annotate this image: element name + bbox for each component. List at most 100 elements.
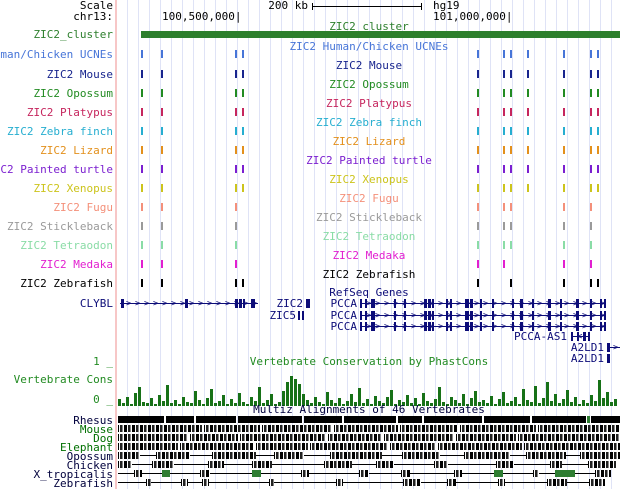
alignment-block[interactable] bbox=[202, 479, 209, 486]
multiz-alignment-row[interactable] bbox=[0, 461, 620, 468]
alignment-gap-line[interactable] bbox=[410, 473, 454, 474]
alignment-block[interactable] bbox=[376, 461, 394, 468]
conserved-element-tick[interactable] bbox=[563, 203, 565, 211]
track-left-label[interactable]: ZIC2 Platypus bbox=[26, 106, 113, 119]
conserved-element-tick[interactable] bbox=[161, 279, 163, 287]
multiz-alignment-row[interactable] bbox=[0, 425, 620, 432]
alignment-gap-line[interactable] bbox=[352, 464, 376, 465]
alignment-gap-line[interactable] bbox=[309, 473, 359, 474]
gene-exon-block[interactable] bbox=[607, 343, 610, 352]
alignment-block[interactable] bbox=[152, 461, 174, 468]
gene-exon-block[interactable] bbox=[424, 299, 427, 308]
track-left-label[interactable]: ZIC2 Fugu bbox=[53, 201, 113, 214]
gene-exon-block[interactable] bbox=[576, 322, 579, 331]
gene-exon-block[interactable] bbox=[548, 299, 551, 308]
alignment-gap-line[interactable] bbox=[369, 473, 401, 474]
conserved-element-tick[interactable] bbox=[527, 146, 529, 154]
gene-exon-block[interactable] bbox=[365, 311, 367, 320]
conserved-element-tick[interactable] bbox=[563, 260, 565, 268]
alignment-block[interactable] bbox=[118, 416, 164, 423]
gene-exon-block[interactable] bbox=[371, 322, 375, 331]
alignment-gap-line[interactable] bbox=[575, 473, 595, 474]
alignment-gap-line[interactable] bbox=[132, 464, 152, 465]
alignment-block[interactable] bbox=[118, 443, 178, 450]
alignment-block[interactable] bbox=[196, 416, 236, 423]
multiz-species-label[interactable]: Elephant bbox=[60, 441, 113, 454]
gene-exon-block[interactable] bbox=[607, 354, 610, 363]
conserved-element-tick[interactable] bbox=[235, 241, 237, 249]
conserved-element-tick[interactable] bbox=[161, 165, 163, 173]
multiz-species-label[interactable]: Mouse bbox=[79, 423, 113, 436]
gene-exon-block[interactable] bbox=[360, 311, 362, 320]
gene-exon-block[interactable] bbox=[548, 311, 551, 320]
gene-exon-block[interactable] bbox=[465, 311, 469, 320]
alignment-block[interactable] bbox=[212, 452, 256, 459]
conserved-element-tick[interactable] bbox=[527, 89, 529, 97]
gene-exon-block[interactable] bbox=[446, 322, 448, 331]
multiz-alignment-row[interactable] bbox=[0, 452, 620, 459]
conserved-element-tick[interactable] bbox=[527, 70, 529, 78]
alignment-block[interactable] bbox=[390, 443, 436, 450]
conserved-element-tick[interactable] bbox=[141, 222, 143, 230]
conserved-element-tick[interactable] bbox=[242, 70, 244, 78]
alignment-gap-line[interactable] bbox=[210, 473, 252, 474]
conserved-element-tick[interactable] bbox=[161, 70, 163, 78]
conserved-element-tick[interactable] bbox=[510, 108, 512, 116]
alignment-gap-line[interactable] bbox=[567, 482, 589, 483]
conserved-element-tick[interactable] bbox=[141, 146, 143, 154]
conserved-element-tick[interactable] bbox=[477, 50, 479, 58]
gene-exon-block[interactable] bbox=[600, 322, 602, 331]
alignment-block[interactable] bbox=[181, 479, 188, 486]
conserved-element-tick[interactable] bbox=[503, 241, 505, 249]
conserved-element-tick[interactable] bbox=[242, 165, 244, 173]
gene-label[interactable]: ZIC5 bbox=[269, 309, 297, 322]
alignment-block[interactable] bbox=[146, 479, 151, 486]
gene-exon-block[interactable] bbox=[365, 299, 367, 308]
alignment-gap-line[interactable] bbox=[503, 473, 533, 474]
multiz-species-label[interactable]: Dog bbox=[93, 432, 113, 445]
alignment-block[interactable] bbox=[180, 443, 254, 450]
gene-exon-block[interactable] bbox=[446, 311, 448, 320]
conserved-element-tick[interactable] bbox=[141, 165, 143, 173]
alignment-gap-line[interactable] bbox=[394, 464, 434, 465]
gene-label[interactable]: PCCA-AS1 bbox=[514, 330, 567, 343]
conserved-element-tick[interactable] bbox=[590, 108, 592, 116]
gene-exon-block[interactable] bbox=[512, 311, 514, 320]
conserved-element-tick[interactable] bbox=[161, 241, 163, 249]
alignment-gap-line[interactable] bbox=[224, 464, 252, 465]
conserved-element-tick[interactable] bbox=[477, 260, 479, 268]
multiz-species-label[interactable]: X_tropicalis bbox=[33, 468, 113, 481]
conserved-element-tick[interactable] bbox=[510, 184, 512, 192]
gene-exon-block[interactable] bbox=[470, 311, 473, 320]
track-left-label[interactable]: ZIC2 Stickleback bbox=[7, 220, 113, 233]
gene-exon-block[interactable] bbox=[604, 299, 606, 308]
alignment-gap-line[interactable] bbox=[274, 482, 336, 483]
conserved-element-tick[interactable] bbox=[563, 279, 565, 287]
conserved-element-tick[interactable] bbox=[477, 70, 479, 78]
alignment-block[interactable] bbox=[402, 452, 440, 459]
alignment-block[interactable] bbox=[304, 416, 342, 423]
conserved-element-tick[interactable] bbox=[590, 184, 592, 192]
alignment-block[interactable] bbox=[588, 461, 616, 468]
alignment-block[interactable] bbox=[580, 452, 620, 459]
conserved-element-tick[interactable] bbox=[235, 127, 237, 135]
alignment-block[interactable] bbox=[484, 416, 530, 423]
conserved-element-tick[interactable] bbox=[563, 70, 565, 78]
alignment-gap-line[interactable] bbox=[261, 473, 301, 474]
conserved-element-tick[interactable] bbox=[242, 50, 244, 58]
alignment-block[interactable] bbox=[403, 479, 421, 486]
track-center-label[interactable]: ZIC2 Human/Chicken UCNEs bbox=[289, 40, 449, 53]
alignment-gap-line[interactable] bbox=[440, 455, 464, 456]
gene-exon-block[interactable] bbox=[394, 322, 396, 331]
alignment-block[interactable] bbox=[526, 452, 566, 459]
conserved-element-tick[interactable] bbox=[563, 89, 565, 97]
alignment-block[interactable] bbox=[533, 470, 539, 477]
gene-exon-block[interactable] bbox=[251, 299, 255, 308]
conserved-element-tick[interactable] bbox=[503, 89, 505, 97]
conserved-element-tick[interactable] bbox=[503, 108, 505, 116]
alignment-gap-line[interactable] bbox=[272, 464, 324, 465]
conserved-element-tick[interactable] bbox=[235, 70, 237, 78]
alignment-block[interactable] bbox=[424, 416, 482, 423]
multiz-alignment-row[interactable] bbox=[0, 434, 620, 441]
gene-label[interactable]: PCCA bbox=[330, 309, 358, 322]
